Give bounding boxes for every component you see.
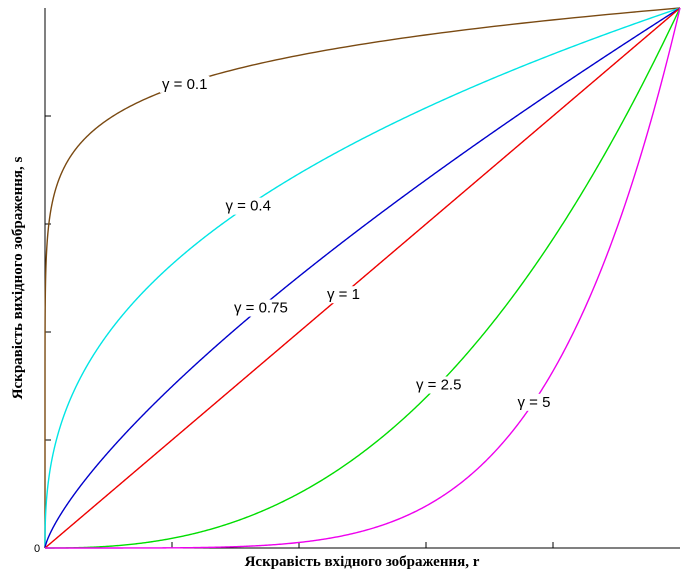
curve-label-gamma-0-4: γ = 0.4	[225, 198, 270, 215]
curve-gamma-2-5	[45, 7, 681, 549]
y-axis-title: Яскравість вихідного зображення, s	[10, 157, 26, 400]
curve-label-gamma-1: γ = 1	[327, 286, 360, 303]
curve-gamma-0-75	[44, 7, 681, 549]
curve-label-gamma-2-5: γ = 2.5	[416, 377, 461, 394]
curve-label-bg	[324, 286, 362, 304]
curve-gamma-0-1	[44, 7, 681, 548]
curve-label-bg	[159, 75, 210, 93]
curve-label-gamma-0-75: γ = 0.75	[234, 300, 288, 317]
curve-label-bg	[413, 376, 464, 394]
y-ticks	[45, 115, 51, 441]
x-axis-title: Яскравість вхідного зображення, r	[245, 554, 480, 570]
curve-label-gamma-5: γ = 5	[517, 394, 550, 411]
curve-label-bg	[223, 197, 273, 215]
curve-label-bg	[515, 393, 553, 411]
curve-gamma-5	[45, 7, 681, 549]
curve-label-bg	[232, 299, 290, 317]
curve-gamma-0-4	[44, 7, 681, 548]
curve-labels: γ = 0.1 γ = 0.4 γ = 0.75 γ = 1 γ = 2.5 γ = 5	[159, 75, 553, 411]
curve-label-gamma-0-1: γ = 0.1	[162, 76, 207, 93]
curves	[44, 7, 681, 549]
curve-gamma-1	[44, 7, 681, 549]
origin-label: 0	[34, 543, 40, 555]
